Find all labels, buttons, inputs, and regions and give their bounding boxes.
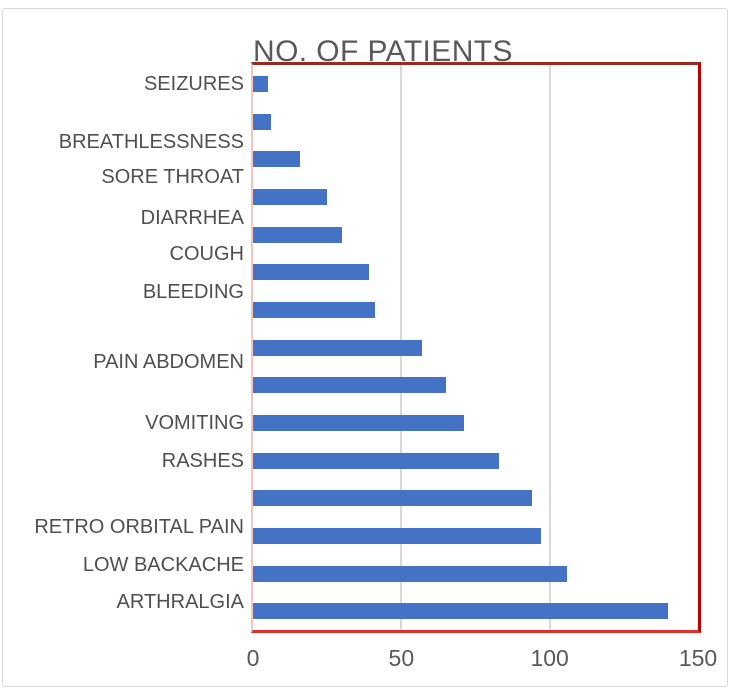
category-label-bleeding: BLEEDING bbox=[142, 280, 244, 303]
category-label-arthralgia: ARTHRALGIA bbox=[116, 591, 244, 614]
bar-rashes[interactable] bbox=[253, 452, 500, 469]
x-tick-0: 0 bbox=[246, 645, 260, 671]
category-label-vomiting: VOMITING bbox=[145, 411, 244, 434]
chart-title: NO. OF PATIENTS bbox=[253, 35, 513, 68]
bar-diarrhea[interactable] bbox=[253, 226, 342, 243]
x-tick-100: 100 bbox=[530, 645, 569, 671]
bar-vomiting[interactable] bbox=[253, 414, 464, 431]
category-label-retro-orbital-pain: RETRO ORBITAL PAIN bbox=[34, 515, 244, 538]
bar-unlabeled-8[interactable] bbox=[253, 377, 446, 394]
bar-unlabeled-11[interactable] bbox=[253, 490, 532, 507]
category-label-rashes: RASHES bbox=[161, 449, 244, 472]
category-label-sore-throat: SORE THROAT bbox=[101, 165, 244, 188]
category-label-low-backache: LOW BACKACHE bbox=[82, 553, 244, 576]
bar-pain-abdomen[interactable] bbox=[253, 339, 423, 356]
x-tick-150: 150 bbox=[678, 645, 718, 671]
bar-arthralgia[interactable] bbox=[253, 603, 669, 620]
bar-breathlessness[interactable] bbox=[253, 151, 301, 168]
bar-low-backache[interactable] bbox=[253, 565, 568, 582]
plot-area bbox=[251, 62, 701, 633]
bar-sore-throat[interactable] bbox=[253, 188, 328, 205]
bar-retro-orbital-pain[interactable] bbox=[253, 527, 541, 544]
gridline-100 bbox=[548, 65, 551, 630]
bar-seizures[interactable] bbox=[253, 75, 268, 92]
category-label-breathlessness: BREATHLESSNESS bbox=[58, 131, 244, 154]
category-label-pain-abdomen: PAIN ABDOMEN bbox=[93, 350, 244, 373]
x-tick-50: 50 bbox=[388, 645, 415, 671]
category-label-cough: COUGH bbox=[169, 243, 244, 266]
bar-bleeding[interactable] bbox=[253, 301, 375, 318]
bar-unlabeled-1[interactable] bbox=[253, 113, 271, 130]
bar-cough[interactable] bbox=[253, 264, 369, 281]
category-label-diarrhea: DIARRHEA bbox=[140, 206, 244, 229]
category-label-seizures: SEIZURES bbox=[143, 72, 244, 95]
